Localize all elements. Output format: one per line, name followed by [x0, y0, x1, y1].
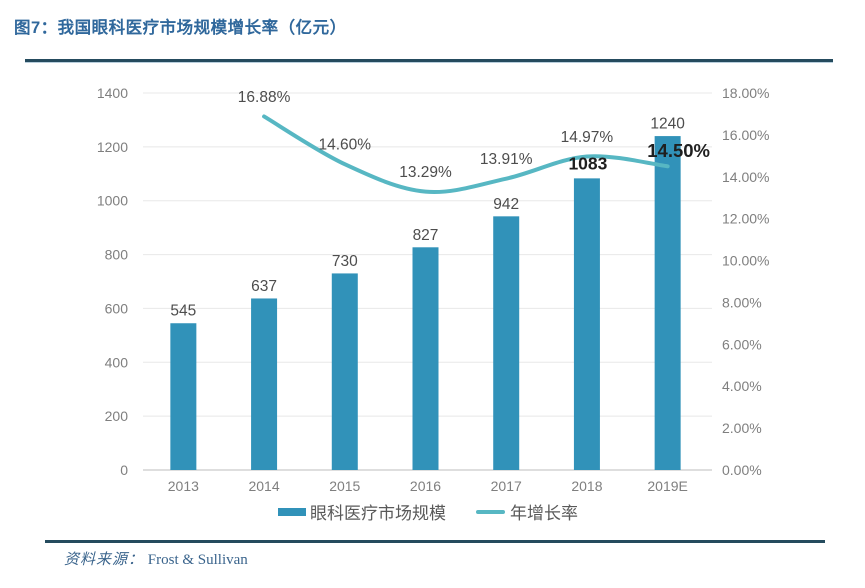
- bar: [331, 273, 358, 470]
- y-axis-tick-right: 2.00%: [722, 420, 762, 436]
- bar-value-label: 942: [493, 196, 519, 213]
- bar: [170, 323, 197, 470]
- y-axis-tick-left: 200: [105, 408, 129, 424]
- y-axis-tick-right: 18.00%: [722, 85, 769, 101]
- bar: [493, 216, 520, 470]
- growth-rate-label: 13.29%: [399, 164, 452, 181]
- market-growth-chart: 0 200 400 600 800 1000 1200 1400 0.00% 2.00% 4.00%…: [97, 85, 770, 494]
- legend-item-market-size: 眼科医疗市场规模: [278, 499, 446, 524]
- x-axis-label: 2014: [248, 478, 279, 494]
- bar: [251, 298, 278, 470]
- bar: [573, 178, 600, 470]
- growth-rate-line: [262, 114, 670, 195]
- x-axis-label: 2015: [329, 478, 360, 494]
- bar-series-swatch-icon: [278, 507, 306, 516]
- growth-rate-label: 14.97%: [561, 129, 614, 146]
- bar-value-label: 1240: [650, 116, 685, 133]
- legend-item-growth-rate: 年增长率: [476, 499, 578, 524]
- x-axis-label: 2013: [168, 478, 199, 494]
- growth-rate-label: 16.88%: [238, 89, 291, 106]
- y-axis-tick-left: 0: [120, 462, 128, 478]
- growth-rate-label: 14.60%: [318, 137, 371, 154]
- y-axis-tick-right: 14.00%: [722, 169, 769, 185]
- source-prefix: 资料来源：: [64, 552, 145, 568]
- y-axis-tick-right: 10.00%: [722, 253, 769, 269]
- bar-value-label: 827: [413, 227, 439, 244]
- y-axis-tick-right: 8.00%: [722, 294, 762, 310]
- y-axis-tick-left: 400: [105, 354, 129, 370]
- y-axis-tick-right: 16.00%: [722, 127, 769, 143]
- bar-value-label: 545: [170, 303, 196, 320]
- figure-title: 图7：我国眼科医疗市场规模增长率（亿元）: [14, 19, 347, 37]
- source-name: Frost & Sullivan: [147, 552, 248, 568]
- y-axis-tick-left: 1400: [97, 85, 128, 101]
- y-axis-tick-right: 12.00%: [722, 211, 769, 227]
- legend-label-market-size: 眼科医疗市场规模: [310, 504, 446, 523]
- bar-value-label: 637: [251, 278, 277, 295]
- y-axis-tick-right: 6.00%: [722, 336, 762, 352]
- x-axis-label: 2017: [491, 478, 522, 494]
- line-series-swatch-icon: [476, 509, 505, 514]
- y-axis-tick-right: 0.00%: [722, 462, 762, 478]
- y-axis-tick-left: 800: [105, 247, 129, 263]
- source-divider-rule: [45, 540, 825, 543]
- legend-label-growth-rate: 年增长率: [510, 504, 578, 523]
- y-axis-tick-right: 4.00%: [722, 378, 762, 394]
- bar: [654, 136, 681, 471]
- bar: [412, 247, 439, 470]
- bar-value-label: 1083: [568, 153, 607, 173]
- y-axis-tick-left: 1200: [97, 139, 128, 155]
- title-divider-rule: [25, 59, 833, 63]
- y-axis-tick-left: 600: [105, 300, 129, 316]
- growth-rate-label: 13.91%: [480, 151, 533, 168]
- x-axis-label: 2018: [571, 478, 602, 494]
- y-axis-tick-left: 1000: [97, 193, 128, 209]
- x-axis-label: 2016: [410, 478, 441, 494]
- growth-rate-label: 14.50%: [647, 140, 710, 161]
- x-axis-label: 2019E: [647, 478, 687, 494]
- source-note: 资料来源： Frost & Sullivan: [64, 548, 248, 569]
- chart-legend: 眼科医疗市场规模 年增长率: [143, 499, 713, 524]
- bar-value-label: 730: [332, 253, 358, 270]
